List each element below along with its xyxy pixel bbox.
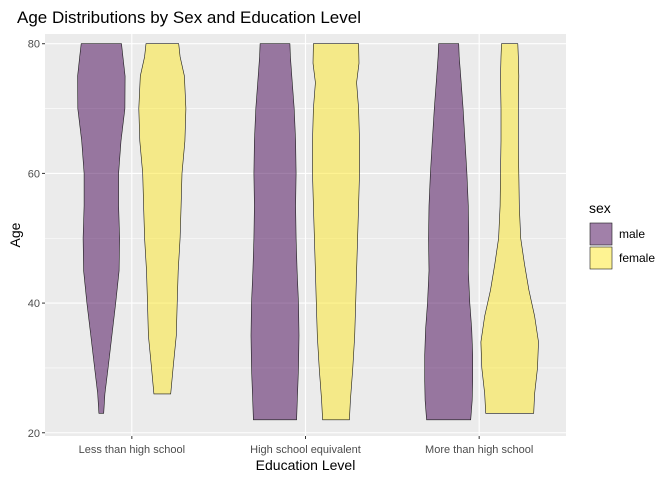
y-tick-label: 40 — [28, 298, 40, 310]
legend-label-female: female — [619, 251, 655, 265]
legend-swatch-female — [589, 246, 613, 270]
violin-female-3 — [480, 43, 539, 414]
violins — [77, 43, 539, 421]
y-axis-ticks: 20 40 60 80 — [28, 39, 45, 440]
legend-title: sex — [589, 200, 611, 216]
chart-title: Age Distributions by Sex and Education L… — [17, 8, 361, 27]
y-axis-title: Age — [7, 222, 23, 247]
legend: sex male female — [589, 200, 655, 270]
violin-male-3 — [424, 43, 473, 421]
violin-male-2 — [250, 43, 300, 421]
y-tick-label: 60 — [28, 168, 40, 180]
x-axis-ticks: Less than high school High school equival… — [79, 436, 533, 456]
legend-label-male: male — [619, 227, 645, 241]
violin-female-2 — [312, 43, 360, 421]
grid-lines — [45, 34, 566, 436]
x-tick-label: More than high school — [425, 444, 533, 456]
x-tick-label: Less than high school — [79, 444, 185, 456]
x-tick-label: High school equivalent — [250, 444, 361, 456]
violin-female-1 — [138, 43, 187, 395]
y-tick-label: 80 — [28, 39, 40, 51]
violin-male-1 — [77, 43, 126, 414]
y-tick-label: 20 — [28, 428, 40, 440]
legend-swatch-male — [589, 222, 613, 246]
x-axis-title: Education Level — [256, 457, 356, 473]
